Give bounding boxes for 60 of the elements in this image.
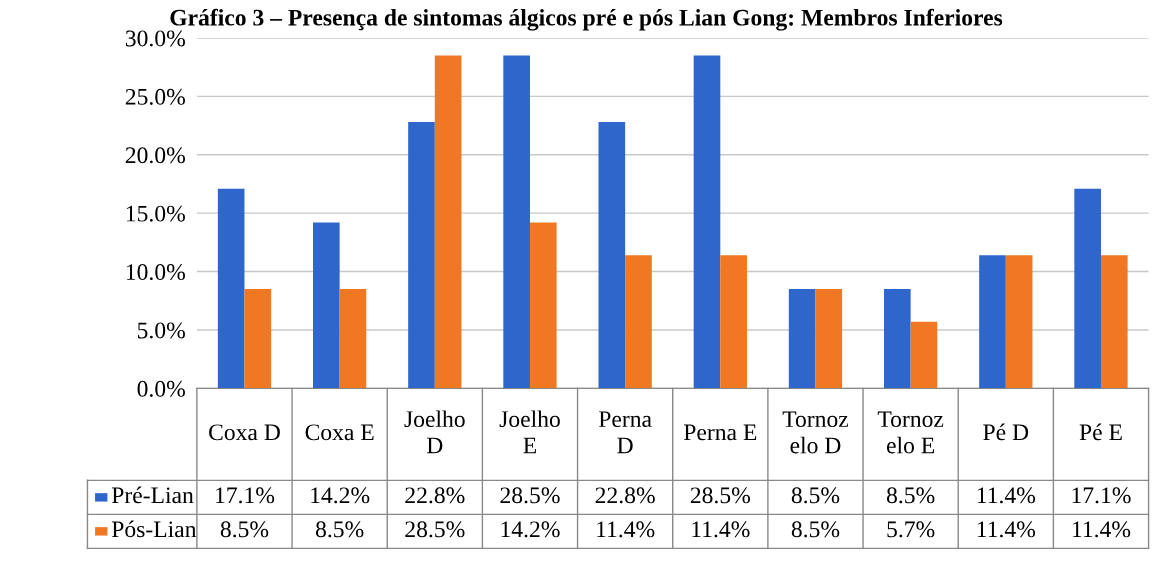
data-label: 8.5% [791, 487, 840, 504]
legend-label: Pré-Lian [111, 486, 194, 504]
y-tick-label: 20.0% [125, 147, 185, 164]
data-label: 22.8% [405, 487, 465, 504]
chart-title: Gráfico 3 – Presença de sintomas álgicos pré e pós Lian Gong: Membros Inferiores [170, 8, 1003, 31]
data-label: 11.4% [977, 487, 1036, 504]
bar [217, 188, 245, 389]
data-label: 28.5% [500, 487, 560, 504]
y-tick-label: 5.0% [137, 322, 185, 339]
x-tick-label: Joelho D [404, 410, 465, 454]
data-label: 11.4% [597, 521, 655, 538]
y-tick-label: 30.0% [125, 30, 185, 47]
bar [910, 321, 938, 389]
data-label: 11.4% [977, 521, 1036, 538]
data-label: 8.5% [791, 521, 840, 538]
bar [788, 289, 816, 389]
data-label: 22.8% [595, 487, 655, 504]
bar [408, 122, 435, 389]
bar [1074, 188, 1101, 389]
data-label: 17.1% [216, 487, 275, 504]
x-tick-label: Perna E [683, 424, 757, 441]
bar [625, 255, 652, 389]
data-label: 11.4% [692, 521, 750, 538]
data-label: 28.5% [690, 487, 750, 504]
x-tick-label: Pé E [1079, 423, 1122, 441]
y-tick-label: 25.0% [125, 88, 185, 105]
bar [313, 222, 340, 389]
x-tick-label: Tornoz elo E [877, 411, 944, 454]
data-label: 8.5% [220, 521, 269, 538]
bar [503, 55, 530, 389]
bar [979, 255, 1006, 389]
y-tick-label: 15.0% [126, 205, 185, 222]
bar [598, 122, 626, 389]
data-label: 17.1% [1072, 487, 1131, 504]
data-label: 14.2% [311, 487, 370, 504]
y-tick-label: 10.0% [126, 264, 185, 281]
data-label: 8.5% [315, 521, 364, 538]
bar [1005, 255, 1033, 389]
bar [244, 289, 272, 389]
bar [1100, 255, 1128, 389]
data-label: 11.4% [1073, 521, 1131, 538]
bar [815, 289, 843, 389]
data-label: 28.5% [405, 521, 465, 538]
legend-label: Pós-Lian [111, 520, 197, 538]
bar [339, 289, 367, 389]
bar [529, 222, 557, 389]
x-tick-label: Pé D [983, 423, 1029, 441]
x-tick-label: Joelho E [499, 410, 560, 454]
x-tick-label: Perna D [598, 411, 652, 454]
bar [693, 55, 721, 389]
data-label: 14.2% [501, 521, 560, 538]
bar [884, 289, 911, 389]
x-tick-label: Coxa D [209, 424, 280, 441]
x-tick-label: Coxa E [305, 424, 374, 441]
bar [720, 255, 747, 389]
bar [434, 55, 462, 389]
x-tick-label: Tornoz elo D [782, 411, 849, 454]
y-tick-label: 0.0% [137, 380, 185, 397]
data-label: 8.5% [886, 487, 935, 504]
data-label: 5.7% [887, 521, 935, 538]
